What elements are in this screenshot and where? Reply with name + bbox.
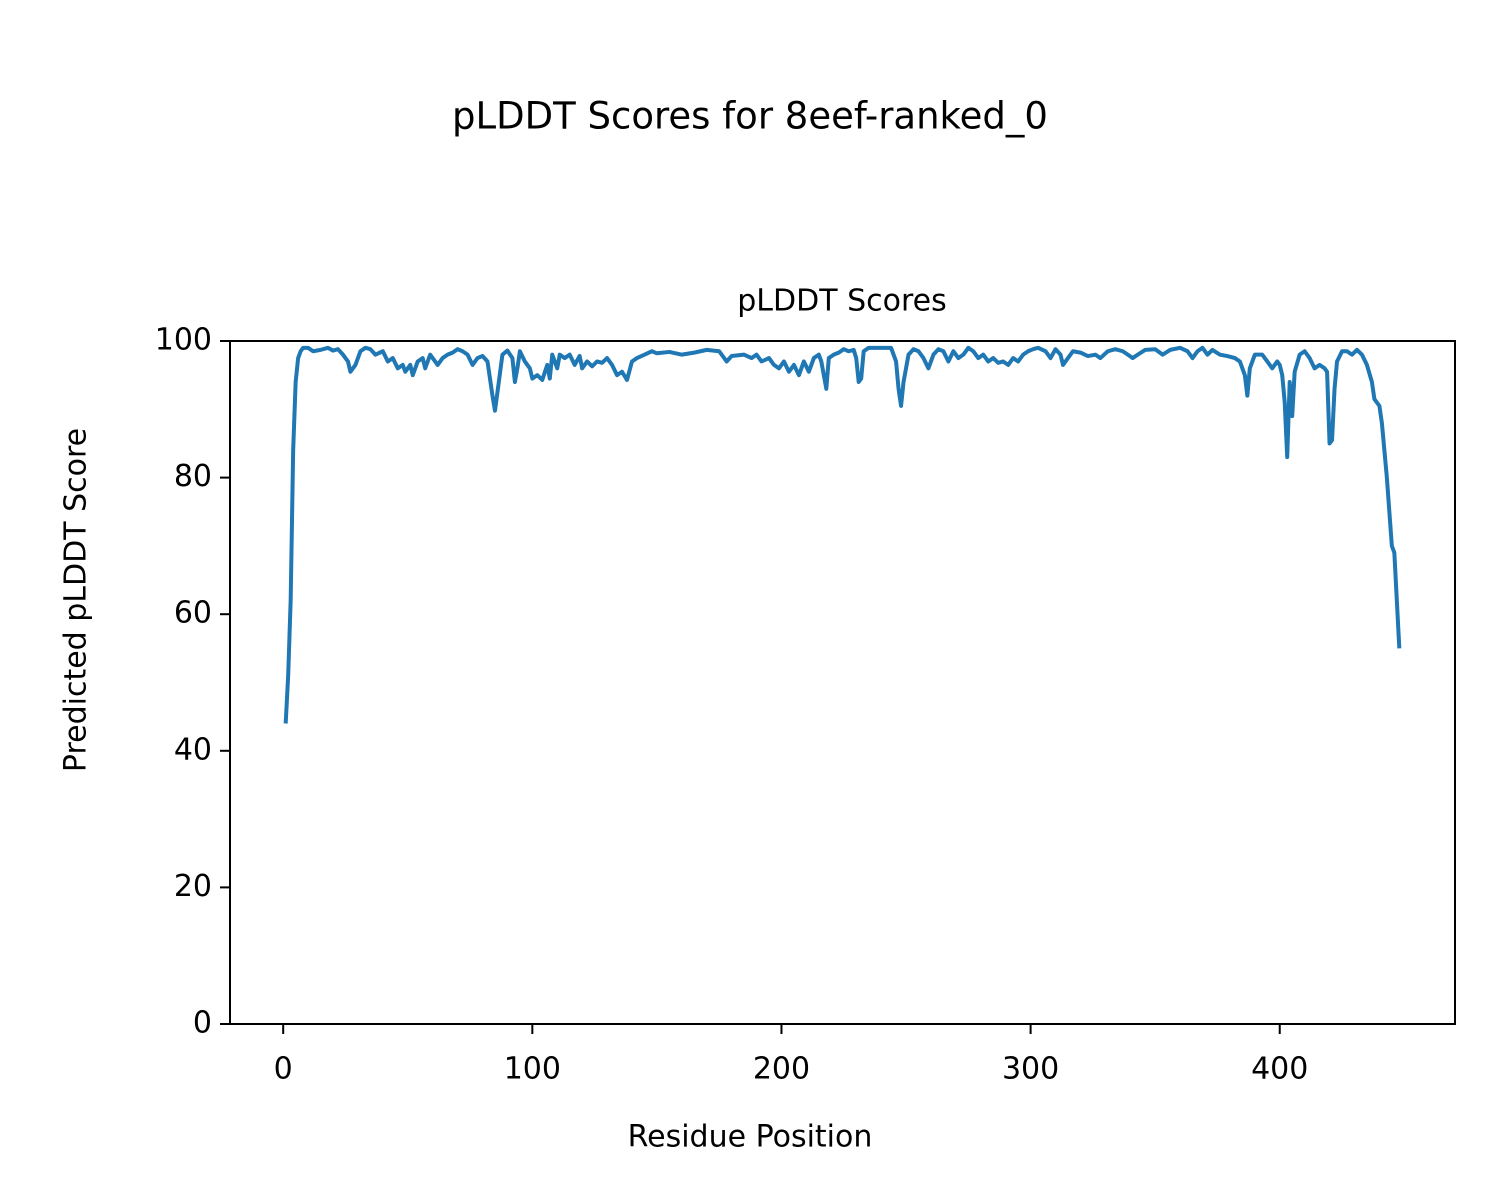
x-tick-label: 200 (753, 1052, 810, 1087)
y-tick-label: 20 (174, 869, 212, 904)
y-tick-label: 40 (174, 732, 212, 767)
y-axis-label: Predicted pLDDT Score (59, 428, 94, 772)
x-tick-label: 0 (274, 1052, 293, 1087)
line-series (283, 345, 1402, 724)
axes-title: pLDDT Scores (737, 284, 946, 319)
y-tick-label: 60 (174, 596, 212, 631)
x-tick-label: 400 (1251, 1052, 1308, 1087)
axes-frame (229, 340, 1456, 1025)
y-tick-label: 0 (193, 1006, 212, 1041)
x-tick-label: 300 (1002, 1052, 1059, 1087)
x-tick-label: 100 (504, 1052, 561, 1087)
x-axis-label: Residue Position (628, 1120, 873, 1155)
y-tick-label: 80 (174, 459, 212, 494)
figure-title: pLDDT Scores for 8eef-ranked_0 (452, 95, 1048, 138)
y-tick-label: 100 (155, 323, 212, 358)
